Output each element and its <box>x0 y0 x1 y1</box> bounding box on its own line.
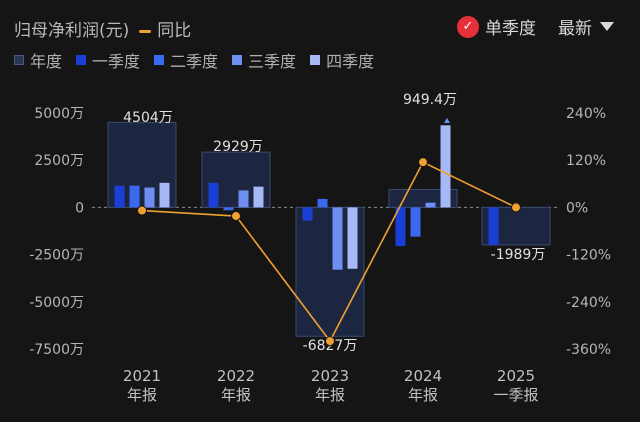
chart-legend: 年度 一季度 二季度 三季度 四季度 <box>14 48 374 72</box>
right-axis-tick: 0% <box>566 200 588 216</box>
peak-marker-icon <box>444 118 450 123</box>
chart-title: 归母净利润(元) <box>14 21 130 41</box>
x-tick-label: 2022 <box>217 367 255 385</box>
legend-swatch <box>154 55 165 65</box>
legend-item-annual[interactable]: 年度 <box>14 48 62 72</box>
quarter-bar <box>114 185 125 208</box>
chart-controls: ✓ 单季度 最新 <box>457 14 614 39</box>
annual-value-label: 4504万 <box>123 110 173 126</box>
chevron-down-icon <box>600 22 614 31</box>
check-icon: ✓ <box>457 15 479 38</box>
x-tick-label: 年报 <box>221 386 251 404</box>
x-tick-label: 年报 <box>408 386 438 404</box>
x-tick-label: 一季报 <box>493 386 538 404</box>
yoy-point <box>325 336 335 347</box>
chart-header: 归母净利润(元) 同比 <box>14 16 191 41</box>
quarter-bar <box>223 207 234 211</box>
quarter-bar <box>410 207 421 237</box>
legend-swatch <box>310 55 321 65</box>
yoy-point <box>137 205 147 216</box>
x-tick-label: 2025 <box>497 367 535 385</box>
quarter-bar <box>238 190 249 208</box>
mode-toggle[interactable]: ✓ 单季度 <box>457 14 536 39</box>
right-axis-tick: 120% <box>566 153 606 169</box>
left-axis-tick: -7500万 <box>29 342 84 358</box>
right-axis-tick: -240% <box>566 295 611 311</box>
x-tick-label: 年报 <box>315 386 345 404</box>
left-axis-tick: 2500万 <box>34 153 84 169</box>
quarter-bar <box>488 207 499 245</box>
quarter-bar <box>159 182 170 208</box>
legend-item-q2[interactable]: 二季度 <box>154 48 218 72</box>
right-axis-tick: -120% <box>566 248 611 264</box>
quarter-bar <box>129 185 140 208</box>
x-tick-label: 2021 <box>123 367 161 385</box>
x-tick-label: 2023 <box>311 367 349 385</box>
yoy-point <box>231 211 241 222</box>
annual-value-label: 949.4万 <box>403 92 457 108</box>
x-tick-label: 年报 <box>127 386 157 404</box>
yoy-legend: 同比 <box>139 16 191 41</box>
left-axis-tick: -2500万 <box>29 248 84 264</box>
quarter-bar <box>253 186 264 208</box>
yoy-point <box>418 157 428 168</box>
legend-swatch <box>76 55 87 65</box>
x-tick-label: 2024 <box>404 367 442 385</box>
sort-dropdown[interactable]: 最新 <box>558 14 614 39</box>
right-axis-tick: -360% <box>566 342 611 358</box>
annual-value-label: -1989万 <box>491 247 546 263</box>
legend-item-q3[interactable]: 三季度 <box>232 48 296 72</box>
mode-label: 单季度 <box>485 19 536 39</box>
quarter-bar <box>317 198 328 208</box>
yoy-point <box>511 202 521 213</box>
legend-item-q4[interactable]: 四季度 <box>310 48 374 72</box>
quarter-bar <box>440 125 451 208</box>
right-axis-tick: 240% <box>566 106 606 122</box>
left-axis-tick: 0 <box>75 200 84 216</box>
annual-value-label: 2929万 <box>213 139 263 155</box>
legend-item-q1[interactable]: 一季度 <box>76 48 140 72</box>
legend-swatch <box>14 55 24 65</box>
left-axis-tick: -5000万 <box>29 295 84 311</box>
sort-label: 最新 <box>558 19 592 39</box>
left-axis-tick: 5000万 <box>34 106 84 122</box>
quarter-bar <box>332 207 343 270</box>
quarter-bar <box>302 207 313 221</box>
line-swatch <box>139 29 152 33</box>
quarter-bar <box>425 202 436 208</box>
legend-swatch <box>232 55 243 65</box>
quarter-bar <box>144 187 155 208</box>
quarter-bar <box>208 182 219 208</box>
quarter-bar <box>395 207 406 247</box>
quarter-bar <box>347 207 358 269</box>
